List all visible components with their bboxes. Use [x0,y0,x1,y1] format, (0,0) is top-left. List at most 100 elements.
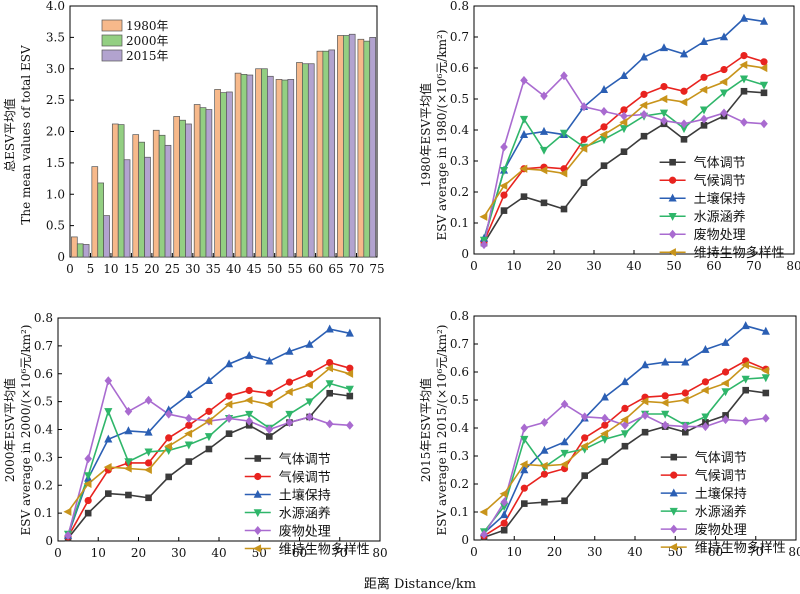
y-tick-label: 0.2 [450,477,469,491]
bar-2015 [226,91,233,258]
data-point [104,434,113,443]
bar-2015 [205,109,213,258]
bar-2015 [307,63,315,258]
data-point [700,114,708,124]
bar-2000 [363,40,371,258]
data-point [699,85,708,94]
x-tick-label: 0 [66,262,74,276]
legend-label: 2015年 [126,49,169,63]
data-point [253,489,262,498]
data-point [519,460,528,469]
bar-2000 [158,134,166,258]
data-point [701,344,710,353]
data-point [659,109,669,118]
bar-2015 [287,79,295,258]
legend-label: 土壤保持 [694,191,746,207]
bar-2015 [328,49,336,258]
bar-2000 [76,243,84,258]
data-point [661,420,669,430]
y-tick-label: 0.5 [450,393,469,407]
data-point [144,459,153,467]
data-point [145,494,152,502]
data-point [600,392,609,401]
data-point [560,437,569,446]
plot-frame [57,317,381,542]
x-tick-label: 60 [308,262,323,276]
y-tick-label: 0.2 [450,185,469,199]
data-point [680,136,688,143]
data-point [741,416,750,426]
legend-label: 气体调节 [279,451,331,467]
data-point [580,102,588,112]
bar-1980 [275,79,283,258]
data-point [659,43,669,52]
data-point [305,370,314,378]
data-point [539,146,549,155]
data-point [560,449,569,458]
data-point [669,488,678,497]
data-point [164,409,173,419]
data-point [560,399,569,409]
y-tick-label: 0.7 [450,30,469,44]
legend-label: 气体调节 [694,155,746,171]
data-point [670,453,678,461]
data-point [264,400,273,409]
data-point [761,326,770,335]
bar-2000 [117,124,125,258]
data-point [346,420,354,430]
data-point [499,489,508,498]
data-point [739,60,748,69]
data-point [668,229,677,239]
y-tick-label: 0.7 [34,339,53,353]
y-tick-label: 0.4 [450,123,469,137]
data-point [742,386,749,394]
bar-1980 [255,68,262,258]
data-point [500,142,508,152]
data-point [640,132,648,140]
data-point [254,472,262,481]
legend-label: 维持生物多样性 [694,245,785,261]
legend-label: 废物处理 [694,227,746,243]
legend-label: 气候调节 [279,469,331,485]
data-point [539,126,549,135]
data-point [600,162,608,169]
data-point [760,89,768,97]
data-point [740,87,748,95]
data-point [581,434,589,442]
data-point [640,110,648,119]
y-tick-label: 0.4 [450,421,469,435]
data-point [499,181,508,190]
data-point [326,389,333,397]
bar-2015 [246,74,254,258]
data-point [520,193,528,200]
data-point [720,108,728,118]
data-point [640,360,650,369]
data-point [759,16,769,25]
data-point [719,89,729,98]
bar-2000 [302,63,309,258]
data-point [84,496,92,505]
data-point [519,129,529,138]
data-point [285,378,294,386]
data-point [679,49,689,58]
bar-1980 [316,50,324,258]
bar-1980 [357,38,365,258]
data-point [640,397,649,406]
bar-1980 [132,134,140,258]
x-tick-label: 80 [788,545,800,559]
data-point [579,144,588,153]
data-point [639,101,648,110]
data-point [165,473,172,481]
data-point [619,71,629,80]
data-point [540,470,549,478]
data-point [345,328,354,337]
data-point [305,412,314,422]
data-point [104,408,113,417]
data-point [144,427,153,436]
data-point [699,36,709,45]
data-point [668,176,677,184]
y-tick-label: 3.5 [46,30,65,44]
data-point [540,91,548,101]
data-point [520,465,529,474]
data-point [759,63,768,73]
